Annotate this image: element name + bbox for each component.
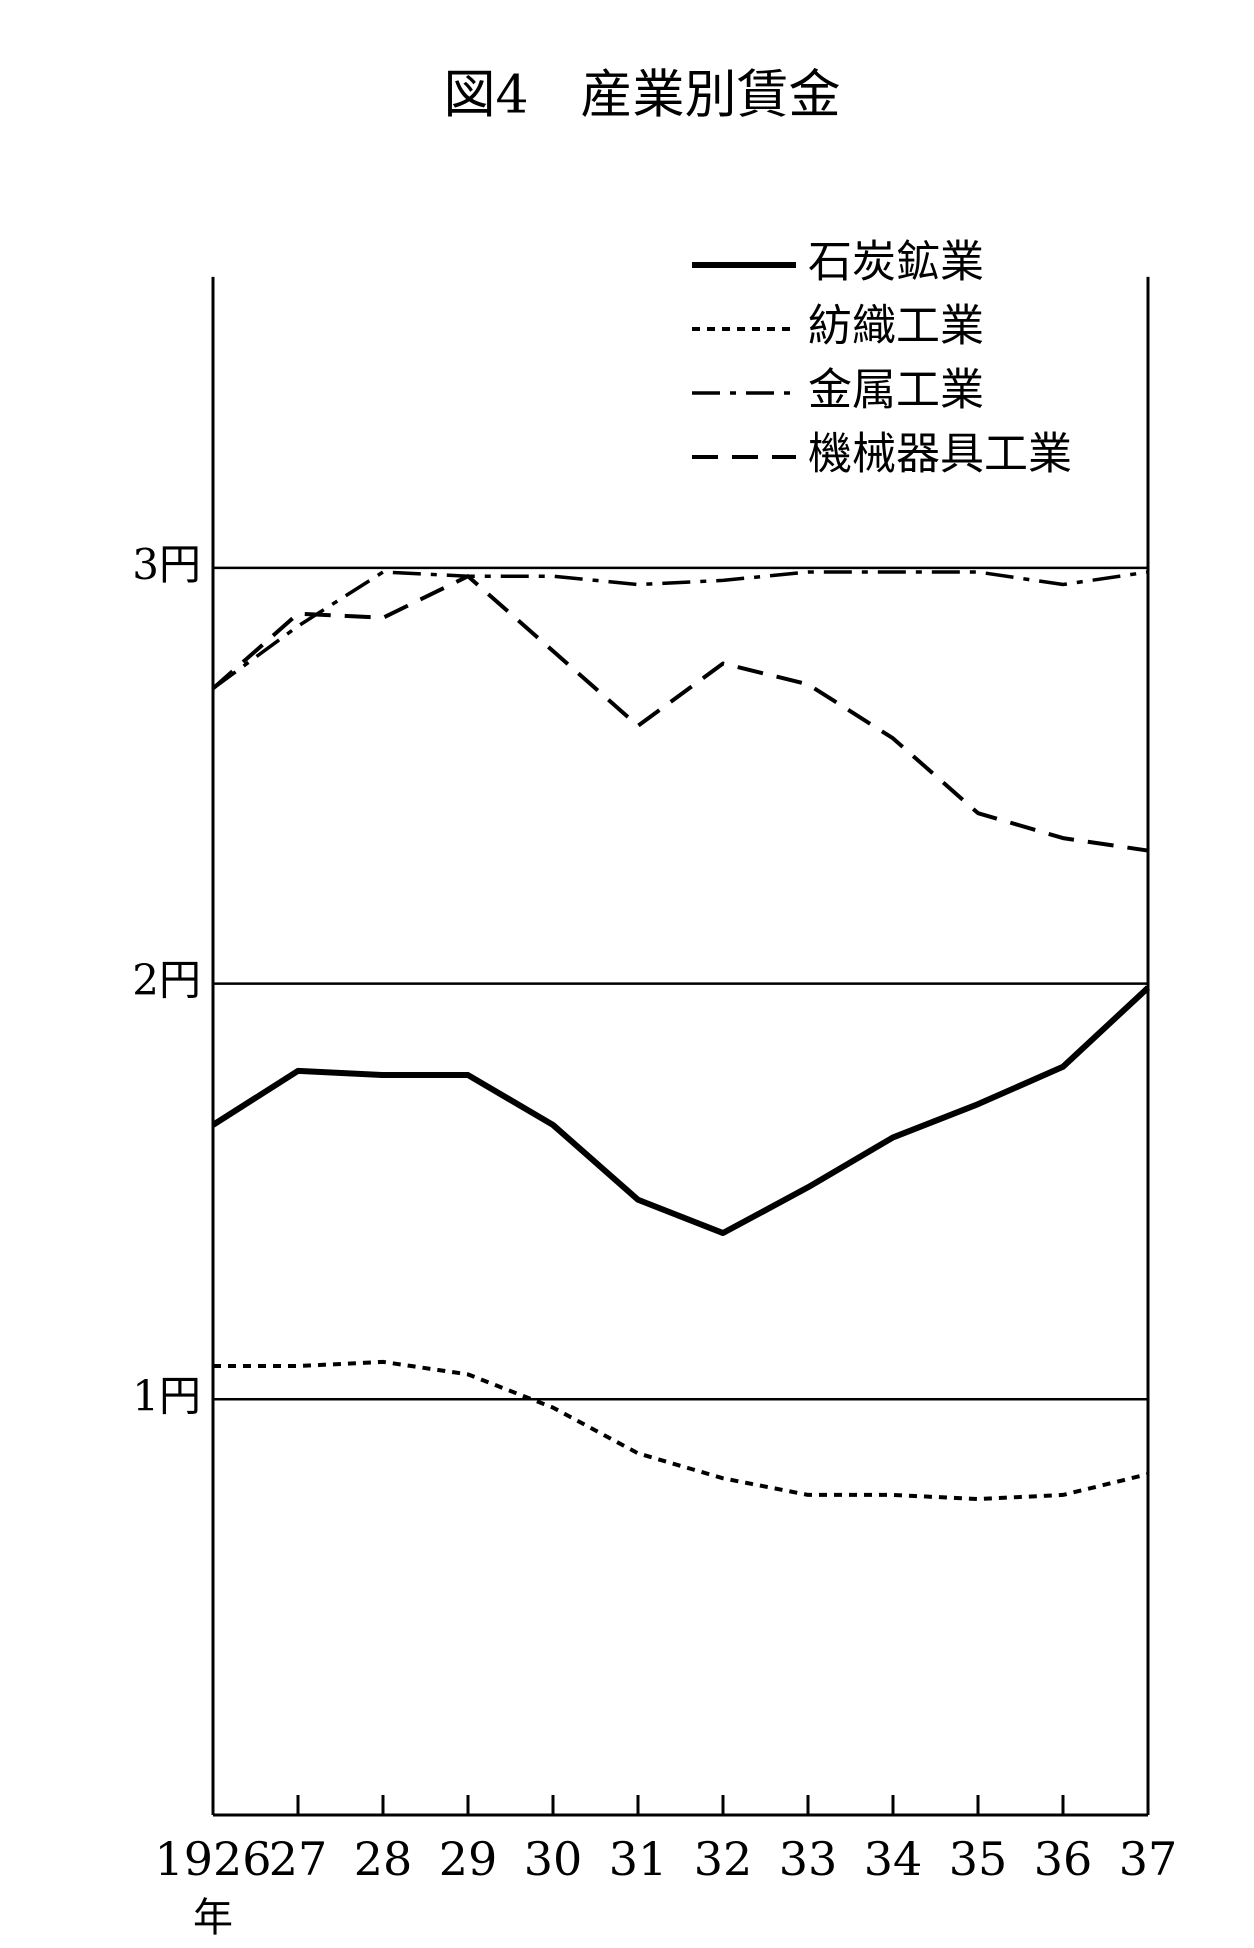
x-tick-label: 31 [609,1832,668,1886]
legend-label: 紡織工業 [808,301,984,352]
x-tick-label: 37 [1119,1832,1178,1886]
x-tick-label: 34 [864,1832,923,1886]
legend-label: 金属工業 [808,365,984,416]
y-tick-label: 2円 [132,956,201,1005]
x-tick-label: 33 [779,1832,838,1886]
x-tick-label: 28 [354,1832,413,1886]
x-tick-label: 35 [949,1832,1008,1886]
y-tick-label: 3円 [132,540,201,589]
x-tick-label: 30 [524,1832,583,1886]
legend-label: 石炭鉱業 [808,237,984,288]
x-tick-label: 27 [269,1832,328,1886]
x-tick-label: 36 [1034,1832,1093,1886]
x-tick-label: 32 [694,1832,753,1886]
series-line [211,985,1151,1237]
y-tick-label: 1円 [132,1371,201,1420]
series-line [211,574,1149,853]
series-line [213,1359,1149,1502]
x-tick-label: 29 [439,1832,498,1886]
legend-label: 機械器具工業 [808,429,1072,480]
x-tick-label: 1926 [154,1832,271,1886]
series-line [211,570,1149,690]
x-axis-label: 年 [193,1895,233,1941]
chart-title: 図4 産業別賃金 [443,66,840,126]
